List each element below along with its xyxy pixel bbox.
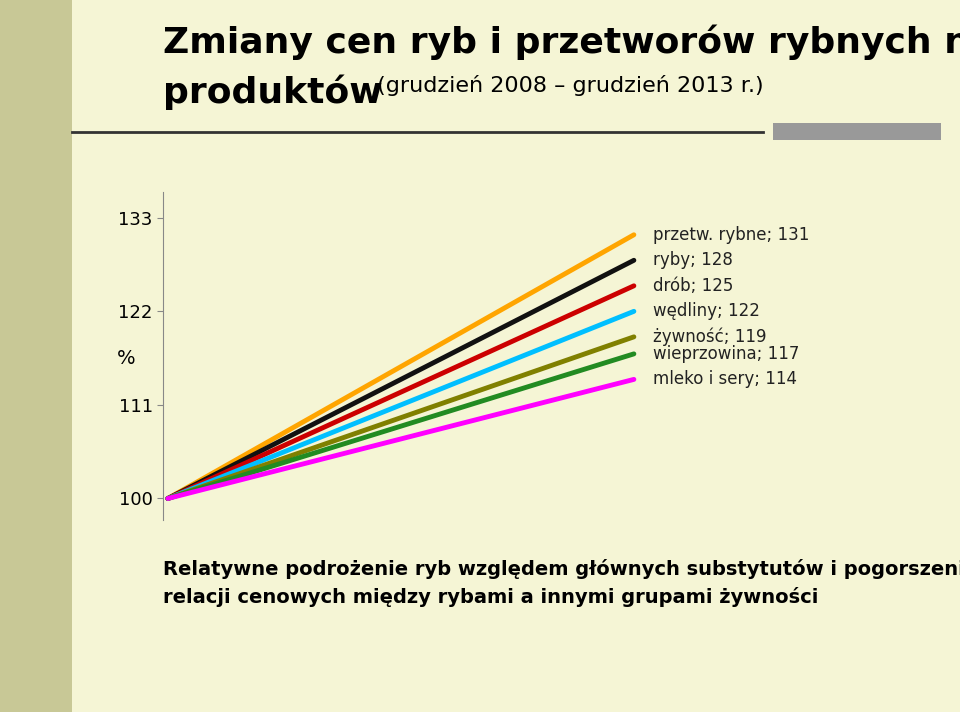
Text: produktów: produktów — [163, 75, 383, 110]
Text: przetw. rybne; 131: przetw. rybne; 131 — [653, 226, 809, 244]
Text: %: % — [116, 349, 135, 367]
Text: ryby; 128: ryby; 128 — [653, 251, 732, 269]
Text: wędliny; 122: wędliny; 122 — [653, 303, 759, 320]
Text: wieprzowina; 117: wieprzowina; 117 — [653, 345, 799, 363]
Text: żywność; 119: żywność; 119 — [653, 328, 766, 346]
Text: (grudzień 2008 – grudzień 2013 r.): (grudzień 2008 – grudzień 2013 r.) — [370, 75, 763, 95]
Text: Relatywne podrożenie ryb względem głównych substytutów i pogorszenie
relacji cen: Relatywne podrożenie ryb względem główny… — [163, 559, 960, 607]
Text: Zmiany cen ryb i przetworów rybnych na tle innych: Zmiany cen ryb i przetworów rybnych na t… — [163, 25, 960, 61]
Text: mleko i sery; 114: mleko i sery; 114 — [653, 370, 797, 388]
Text: drób; 125: drób; 125 — [653, 277, 732, 295]
